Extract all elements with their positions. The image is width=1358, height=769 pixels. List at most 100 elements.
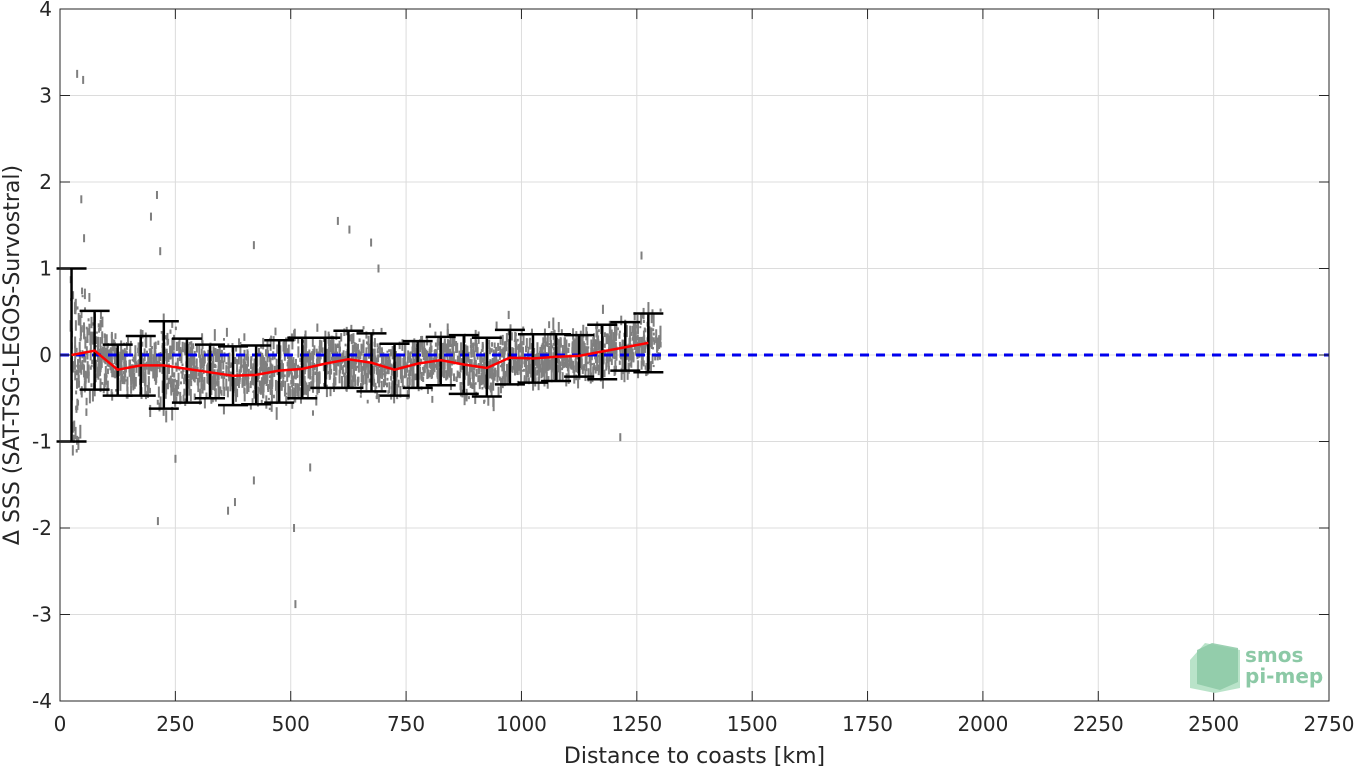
scatter-point: [500, 377, 503, 389]
scatter-point: [599, 362, 602, 373]
scatter-point: [317, 372, 320, 379]
scatter-point: [408, 369, 411, 379]
scatter-point: [424, 348, 427, 358]
scatter-point: [310, 381, 313, 390]
scatter-point: [585, 346, 588, 354]
scatter-point: [610, 329, 613, 341]
scatter-point: [178, 338, 181, 345]
scatter-point: [386, 377, 389, 381]
scatter-point: [253, 389, 256, 399]
scatter-point: [441, 342, 444, 357]
scatter-point: [294, 383, 297, 389]
scatter-point: [282, 341, 285, 352]
scatter-point: [399, 354, 402, 362]
scatter-point: [148, 387, 151, 394]
scatter-point: [505, 333, 508, 342]
scatter-point: [642, 336, 645, 342]
x-tick-label: 1250: [611, 712, 662, 736]
scatter-point: [638, 347, 641, 358]
scatter-point: [538, 369, 541, 381]
scatter-point: [225, 365, 228, 375]
scatter-point: [88, 323, 91, 336]
scatter-point: [294, 388, 297, 394]
scatter-point: [174, 326, 177, 331]
scatter-point: [121, 375, 124, 381]
scatter-point: [104, 334, 107, 346]
scatter-point: [482, 376, 485, 380]
scatter-point: [431, 395, 434, 403]
scatter-point: [270, 399, 273, 412]
scatter-point: [343, 358, 346, 368]
scatter-point: [564, 362, 567, 368]
scatter-point: [446, 370, 449, 380]
scatter-point: [243, 361, 246, 373]
scatter-point: [272, 336, 275, 350]
scatter-point: [378, 375, 381, 388]
scatter-point: [105, 373, 108, 385]
scatter-point: [352, 344, 355, 354]
scatter-point: [567, 363, 570, 372]
scatter-point: [426, 386, 429, 394]
scatter-point: [152, 354, 155, 359]
scatter-point: [183, 342, 186, 354]
scatter-point: [534, 354, 537, 360]
scatter-point: [447, 364, 450, 368]
scatter-point: [470, 342, 473, 349]
x-tick-label: 1750: [842, 712, 893, 736]
scatter-point: [465, 355, 468, 368]
scatter-point: [618, 330, 621, 334]
scatter-point: [615, 351, 618, 361]
scatter-point: [654, 353, 657, 361]
scatter-point: [559, 343, 562, 348]
scatter-point: [129, 340, 132, 346]
scatter-point: [203, 397, 206, 409]
scatter-point: [459, 385, 462, 397]
scatter-point: [488, 367, 491, 373]
scatter-point: [352, 359, 355, 364]
scatter-point: [335, 332, 338, 341]
scatter-point: [333, 372, 336, 384]
scatter-point: [470, 349, 473, 358]
scatter-point: [81, 354, 84, 359]
scatter-point: [132, 380, 135, 391]
scatter-point: [601, 304, 604, 314]
scatter-point: [379, 369, 382, 375]
scatter-point: [85, 346, 88, 356]
scatter-point: [210, 397, 213, 404]
scatter-point: [447, 346, 450, 356]
scatter-point: [487, 375, 490, 390]
scatter-outlier: [619, 433, 622, 442]
scatter-point: [336, 343, 339, 349]
scatter-point: [489, 382, 492, 393]
scatter-point: [414, 347, 417, 359]
scatter-point: [187, 343, 190, 353]
scatter-point: [380, 347, 383, 356]
scatter-point: [638, 336, 641, 344]
scatter-point: [456, 342, 459, 353]
scatter-point: [159, 396, 162, 410]
scatter-point: [533, 357, 536, 366]
scatter-point: [376, 350, 379, 354]
scatter-outlier: [80, 195, 83, 204]
scatter-point: [432, 363, 435, 371]
scatter-point: [565, 378, 568, 387]
scatter-point: [545, 371, 548, 383]
scatter-point: [557, 360, 560, 363]
scatter-point: [468, 359, 471, 366]
scatter-point: [181, 368, 184, 375]
scatter-point: [270, 390, 273, 403]
scatter-point: [644, 328, 647, 333]
scatter-point: [341, 352, 344, 364]
scatter-point: [150, 350, 153, 364]
scatter-point: [318, 350, 321, 364]
scatter-point: [459, 365, 462, 373]
scatter-point: [422, 357, 425, 361]
scatter-point: [296, 368, 299, 379]
scatter-point: [460, 350, 463, 357]
scatter-point: [403, 365, 406, 379]
scatter-point: [98, 328, 101, 333]
scatter-point: [99, 345, 102, 355]
scatter-point: [613, 336, 616, 347]
scatter-point: [525, 370, 528, 382]
scatter-point: [477, 376, 480, 383]
